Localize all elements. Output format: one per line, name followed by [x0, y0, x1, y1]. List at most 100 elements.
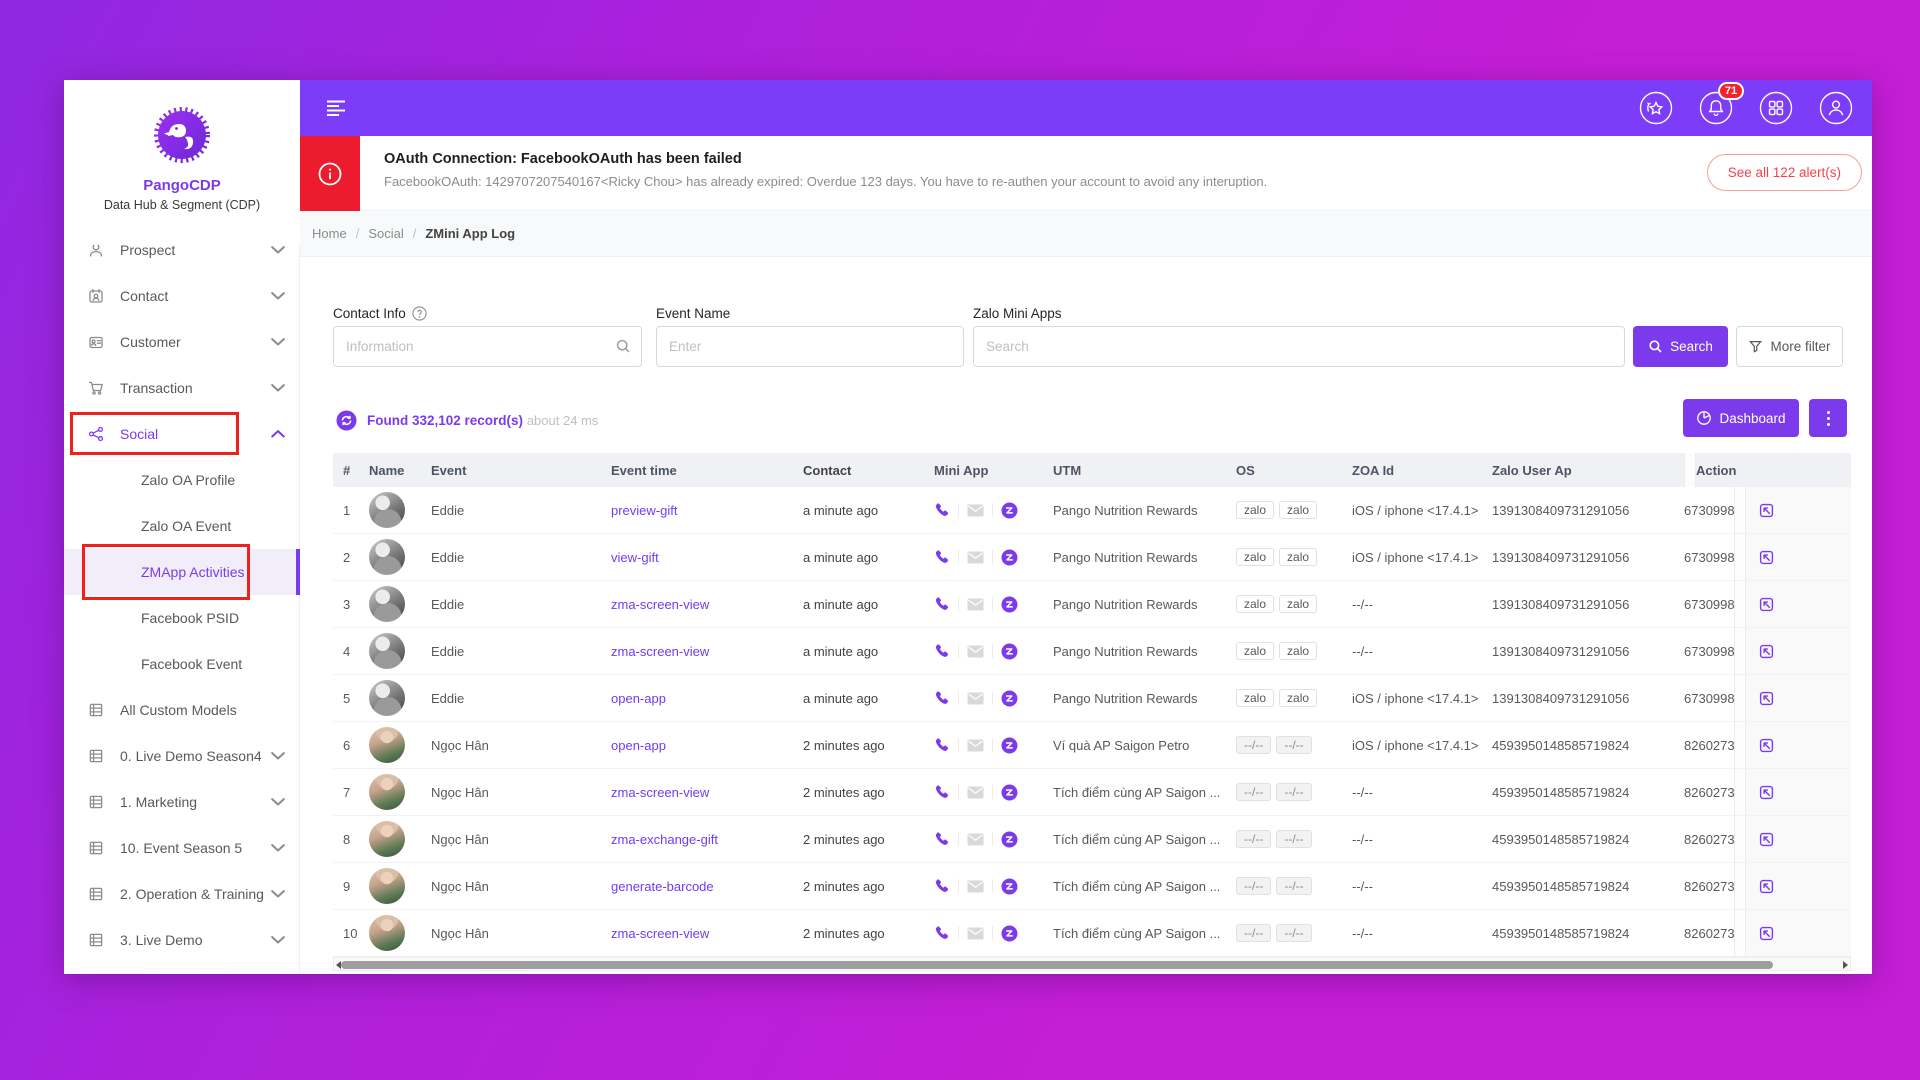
sidebar-item-2-operation-training[interactable]: 2. Operation & Training: [64, 871, 300, 917]
mail-icon[interactable]: [967, 504, 984, 517]
event-link[interactable]: preview-gift: [611, 502, 678, 518]
search-button[interactable]: Search: [1633, 326, 1728, 367]
phone-icon[interactable]: [934, 502, 950, 518]
scroll-left-arrow[interactable]: [336, 961, 341, 969]
phone-icon[interactable]: [934, 690, 950, 706]
user-profile-icon[interactable]: [1818, 90, 1854, 126]
zalo-icon[interactable]: [1001, 784, 1018, 801]
whats-new-icon[interactable]: [1638, 90, 1674, 126]
zalo-icon[interactable]: [1001, 737, 1018, 754]
event-link[interactable]: view-gift: [611, 549, 659, 565]
open-record-icon[interactable]: [1758, 784, 1775, 801]
sidebar-item-prospect[interactable]: Prospect: [64, 245, 300, 273]
zalo-icon[interactable]: [1001, 596, 1018, 613]
vertical-scrollbar[interactable]: [1734, 816, 1746, 862]
event-link[interactable]: zma-screen-view: [611, 784, 710, 800]
sidebar-item-zmapp-activities[interactable]: ZMApp Activities: [64, 549, 300, 595]
apps-grid-icon[interactable]: [1758, 90, 1794, 126]
event-name-input[interactable]: [657, 327, 963, 366]
sidebar-item-facebook-event[interactable]: Facebook Event: [64, 641, 300, 687]
phone-icon[interactable]: [934, 925, 950, 941]
help-icon[interactable]: [412, 306, 427, 321]
sidebar-item-zalo-oa-event[interactable]: Zalo OA Event: [64, 503, 300, 549]
open-record-icon[interactable]: [1758, 596, 1775, 613]
vertical-scrollbar[interactable]: [1734, 581, 1746, 627]
vertical-scrollbar[interactable]: [1734, 910, 1746, 956]
open-record-icon[interactable]: [1758, 643, 1775, 660]
dashboard-button[interactable]: Dashboard: [1683, 399, 1799, 437]
mail-icon[interactable]: [967, 645, 984, 658]
open-record-icon[interactable]: [1758, 549, 1775, 566]
contact-info-input[interactable]: [334, 327, 641, 366]
zalo-icon[interactable]: [1001, 643, 1018, 660]
scrollbar-thumb[interactable]: [341, 961, 1773, 969]
phone-icon[interactable]: [934, 643, 950, 659]
see-all-alerts-button[interactable]: See all 122 alert(s): [1706, 154, 1862, 191]
vertical-scrollbar[interactable]: [1734, 487, 1746, 533]
mail-icon[interactable]: [967, 692, 984, 705]
breadcrumb-item[interactable]: Home: [312, 226, 347, 241]
event-link[interactable]: zma-screen-view: [611, 643, 710, 659]
sidebar-item-contact[interactable]: Contact: [64, 273, 300, 319]
event-link[interactable]: zma-screen-view: [611, 925, 710, 941]
mail-icon[interactable]: [967, 598, 984, 611]
mail-icon[interactable]: [967, 927, 984, 940]
zalo-icon[interactable]: [1001, 831, 1018, 848]
sidebar-item-label: Zalo OA Event: [141, 518, 232, 534]
open-record-icon[interactable]: [1758, 925, 1775, 942]
open-record-icon[interactable]: [1758, 831, 1775, 848]
sidebar-item-all-custom-models[interactable]: All Custom Models: [64, 687, 300, 733]
open-record-icon[interactable]: [1758, 878, 1775, 895]
sidebar-item-label: All Custom Models: [120, 702, 237, 718]
sidebar-item-zalo-oa-profile[interactable]: Zalo OA Profile: [64, 457, 300, 503]
mail-icon[interactable]: [967, 551, 984, 564]
open-record-icon[interactable]: [1758, 502, 1775, 519]
vertical-scrollbar[interactable]: [1734, 769, 1746, 815]
zalo-icon[interactable]: [1001, 690, 1018, 707]
phone-icon[interactable]: [934, 784, 950, 800]
vertical-scrollbar[interactable]: [1734, 863, 1746, 909]
sidebar-item-1-marketing[interactable]: 1. Marketing: [64, 779, 300, 825]
zalo-icon[interactable]: [1001, 549, 1018, 566]
phone-icon[interactable]: [934, 596, 950, 612]
phone-icon[interactable]: [934, 878, 950, 894]
more-filter-button[interactable]: More filter: [1736, 326, 1843, 367]
zalo-icon[interactable]: [1001, 925, 1018, 942]
event-link[interactable]: zma-screen-view: [611, 596, 710, 612]
scroll-right-arrow[interactable]: [1843, 961, 1848, 969]
vertical-scrollbar[interactable]: [1734, 534, 1746, 580]
open-record-icon[interactable]: [1758, 690, 1775, 707]
sidebar-item-facebook-psid[interactable]: Facebook PSID: [64, 595, 300, 641]
sidebar-item-3-live-demo[interactable]: 3. Live Demo: [64, 917, 300, 963]
open-record-icon[interactable]: [1758, 737, 1775, 754]
event-link[interactable]: generate-barcode: [611, 878, 714, 894]
mail-icon[interactable]: [967, 786, 984, 799]
zalo-mini-apps-input[interactable]: [974, 327, 1624, 366]
event-link[interactable]: zma-exchange-gift: [611, 831, 718, 847]
sidebar-item-social[interactable]: Social: [64, 411, 300, 457]
mail-icon[interactable]: [967, 739, 984, 752]
phone-icon[interactable]: [934, 549, 950, 565]
breadcrumb-item[interactable]: Social: [368, 226, 404, 241]
zalo-icon[interactable]: [1001, 502, 1018, 519]
phone-icon[interactable]: [934, 831, 950, 847]
sidebar-item-0-live-demo-season4[interactable]: 0. Live Demo Season4: [64, 733, 300, 779]
mail-icon[interactable]: [967, 880, 984, 893]
sidebar-item-transaction[interactable]: Transaction: [64, 365, 300, 411]
vertical-scrollbar[interactable]: [1734, 628, 1746, 674]
event-link[interactable]: open-app: [611, 690, 666, 706]
zalo-icon[interactable]: [1001, 878, 1018, 895]
phone-icon[interactable]: [934, 737, 950, 753]
horizontal-scrollbar[interactable]: [333, 957, 1851, 971]
event-link[interactable]: open-app: [611, 737, 666, 753]
menu-fold-icon[interactable]: [325, 99, 347, 117]
sidebar-item-customer[interactable]: Customer: [64, 319, 300, 365]
vertical-scrollbar[interactable]: [1734, 722, 1746, 768]
vertical-scrollbar[interactable]: [1684, 453, 1696, 487]
mail-icon[interactable]: [967, 833, 984, 846]
bell-icon[interactable]: 71: [1698, 82, 1744, 126]
more-actions-button[interactable]: [1809, 399, 1847, 437]
sidebar-item-10-event-season-5[interactable]: 10. Event Season 5: [64, 825, 300, 871]
refresh-icon[interactable]: [336, 410, 357, 431]
vertical-scrollbar[interactable]: [1734, 675, 1746, 721]
